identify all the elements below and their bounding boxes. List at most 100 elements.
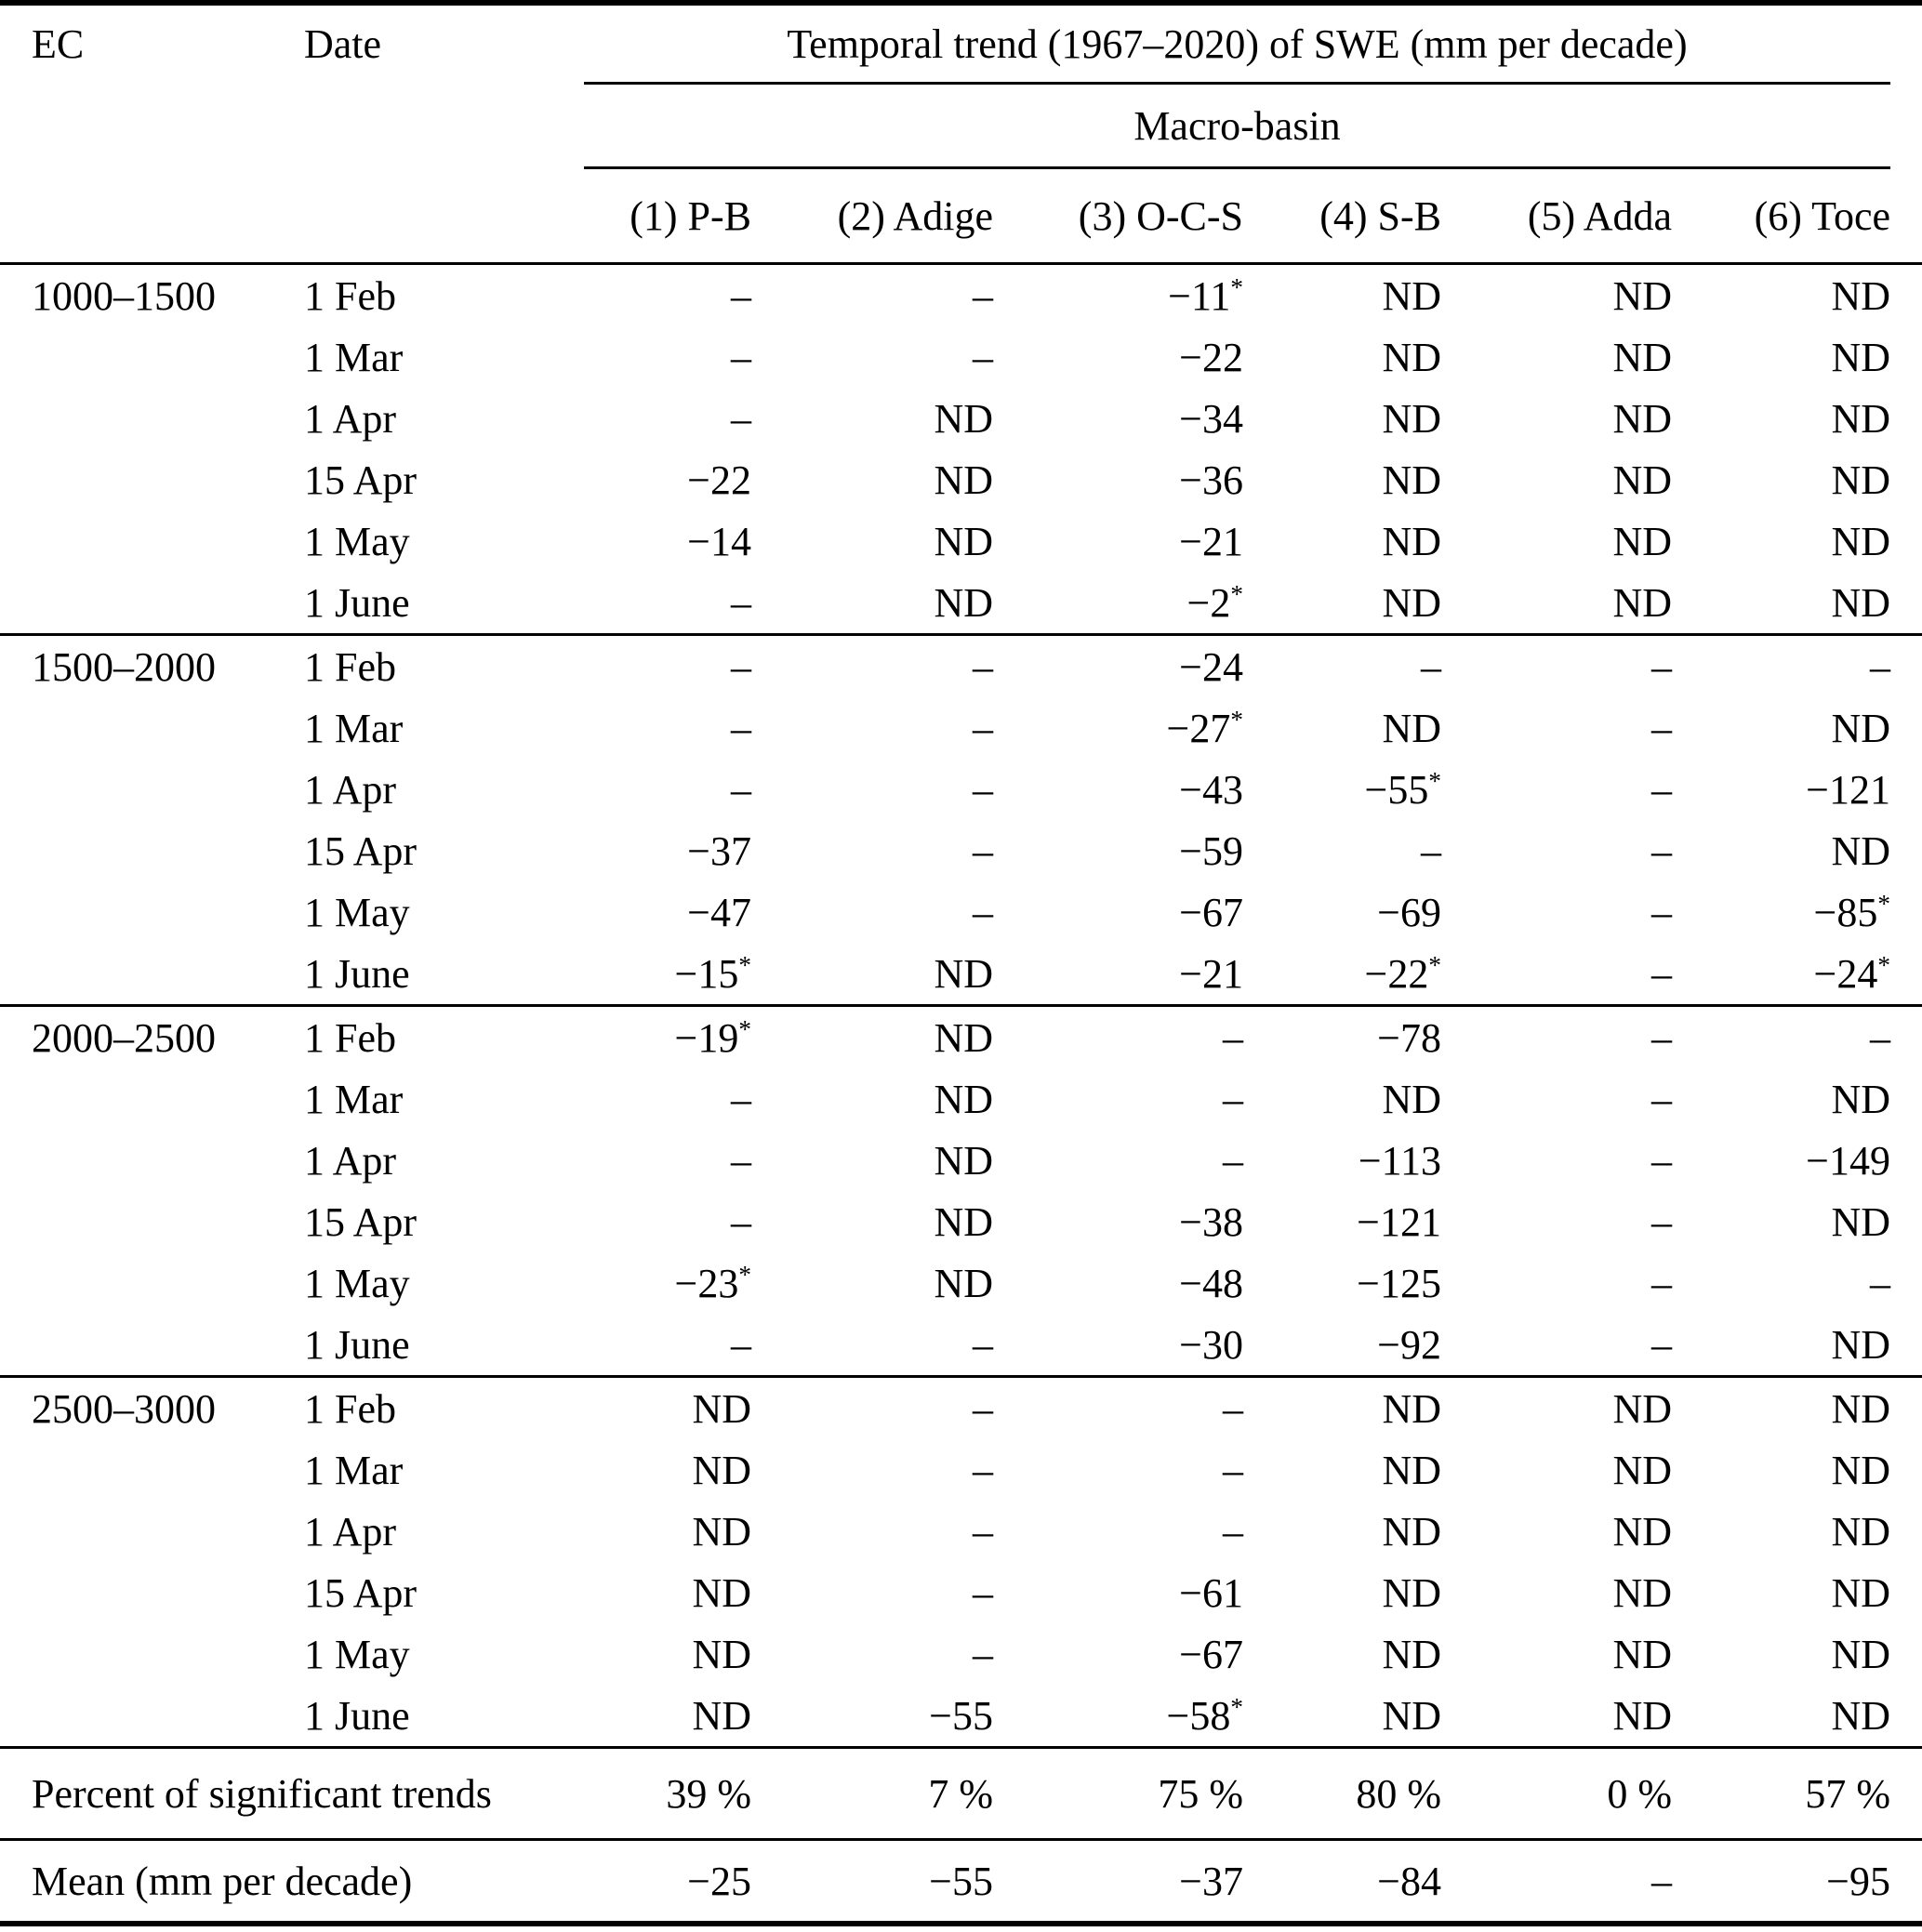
date-label: 15 Apr — [304, 1569, 417, 1616]
trend-value: ND — [1831, 579, 1890, 626]
trend-value: ND — [934, 457, 993, 503]
date-label: 1 June — [304, 1692, 410, 1739]
trend-value: ND — [1831, 1692, 1890, 1739]
trend-value: – — [1223, 1076, 1243, 1122]
trend-value: ND — [1382, 457, 1441, 503]
table-row: 1 June −15* ND −21 −22* – −24* — [0, 943, 1922, 1004]
table-row: 1 Mar – – −27* ND – ND — [0, 697, 1922, 759]
trend-value: ND — [934, 1076, 993, 1122]
trend-value: – — [1651, 1137, 1672, 1184]
trend-value: – — [1870, 1014, 1890, 1061]
trend-value: – — [1651, 950, 1672, 997]
trend-value: ND — [934, 579, 993, 626]
trend-value: ND — [1612, 1447, 1672, 1493]
trend-value: −125 — [1357, 1260, 1441, 1306]
trend-value: −23* — [674, 1260, 751, 1306]
date-label: 1 Mar — [304, 705, 404, 751]
trend-value: −55 — [929, 1692, 993, 1739]
trend-value: – — [1223, 1137, 1243, 1184]
trend-value: ND — [1612, 1569, 1672, 1616]
table-row: 2000–2500 1 Feb −19* ND – −78 – – — [0, 1007, 1922, 1068]
table-row: 1500–2000 1 Feb – – −24 – – – — [0, 636, 1922, 697]
trend-value: – — [1651, 766, 1672, 813]
trend-value: ND — [1612, 1508, 1672, 1555]
footer-divider — [0, 1746, 1922, 1749]
trend-value: – — [731, 705, 751, 751]
significance-asterisk: * — [1428, 766, 1441, 795]
trend-value: −92 — [1377, 1321, 1441, 1368]
trend-value: −37 — [687, 827, 751, 874]
trend-value: ND — [934, 1137, 993, 1184]
trend-value: – — [1651, 889, 1672, 935]
trend-value: – — [973, 1631, 993, 1677]
date-label: 15 Apr — [304, 1198, 417, 1245]
trend-value: ND — [1382, 1692, 1441, 1739]
percent-mean-divider — [0, 1838, 1922, 1841]
trend-value: – — [1651, 1198, 1672, 1245]
trend-value: ND — [1831, 1569, 1890, 1616]
trend-value: −11* — [1168, 272, 1243, 319]
basin-header-row: (1) P-B (2) Adige (3) O-C-S (4) S-B (5) … — [0, 169, 1922, 262]
trend-title-divider — [584, 82, 1890, 85]
trend-value: – — [1651, 705, 1672, 751]
trend-value: ND — [934, 950, 993, 997]
trend-value: ND — [1382, 1385, 1441, 1432]
mean-row-label: Mean (mm per decade) — [32, 1858, 413, 1904]
trend-value: −48 — [1179, 1260, 1243, 1306]
significance-asterisk: * — [1877, 889, 1890, 918]
trend-value: ND — [1831, 1385, 1890, 1432]
trend-value: – — [1651, 643, 1672, 690]
trend-value: −21 — [1179, 518, 1243, 564]
date-label: 15 Apr — [304, 827, 417, 874]
trend-value: −47 — [687, 889, 751, 935]
percent-value-adda: 0 % — [1607, 1770, 1672, 1817]
trend-value: −2* — [1186, 579, 1243, 626]
mean-value-adda: – — [1651, 1858, 1672, 1904]
top-rule — [0, 0, 1922, 6]
trend-title-divider-row — [0, 82, 1922, 85]
block-divider — [0, 1004, 1922, 1007]
trend-value: ND — [692, 1692, 751, 1739]
basin-header-sb: (4) S-B — [1319, 192, 1441, 239]
trend-value: −27* — [1166, 705, 1243, 751]
trend-value: ND — [1831, 272, 1890, 319]
trend-value: ND — [1612, 1385, 1672, 1432]
trend-value: – — [973, 1385, 993, 1432]
trend-value: ND — [934, 1198, 993, 1245]
trend-value: ND — [1831, 457, 1890, 503]
trend-value: −34 — [1179, 395, 1243, 442]
trend-value: – — [731, 272, 751, 319]
trend-value: – — [731, 395, 751, 442]
trend-value: – — [973, 1569, 993, 1616]
date-label: 1 Mar — [304, 1447, 404, 1493]
macro-basin-divider-row — [0, 166, 1922, 169]
trend-value: – — [1651, 1076, 1672, 1122]
table-row: 1 June – – −30 −92 – ND — [0, 1314, 1922, 1375]
date-label: 1 May — [304, 1260, 410, 1306]
date-label: 1 May — [304, 1631, 410, 1677]
trend-value: – — [973, 705, 993, 751]
table-row: 1 Apr – ND −34 ND ND ND — [0, 388, 1922, 449]
header-divider — [0, 262, 1922, 265]
trend-value: – — [1421, 827, 1441, 874]
trend-value: ND — [934, 1014, 993, 1061]
date-label: 1 June — [304, 1321, 410, 1368]
trend-value: – — [1651, 1321, 1672, 1368]
table-row: 1 Mar – ND – ND – ND — [0, 1068, 1922, 1130]
macro-basin-row: Macro-basin — [0, 85, 1922, 166]
date-label: 15 Apr — [304, 457, 417, 503]
significance-asterisk: * — [1230, 1692, 1243, 1721]
date-label: 1 June — [304, 950, 410, 997]
trend-value: −69 — [1377, 889, 1441, 935]
trend-value: −22 — [687, 457, 751, 503]
table-row: 15 Apr −22 ND −36 ND ND ND — [0, 449, 1922, 510]
table-row: 1 May −14 ND −21 ND ND ND — [0, 510, 1922, 572]
trend-value: −22 — [1179, 334, 1243, 380]
date-label: 1 Feb — [304, 1014, 396, 1061]
trend-value: −59 — [1179, 827, 1243, 874]
trend-value: −121 — [1357, 1198, 1441, 1245]
trend-value: – — [1651, 1014, 1672, 1061]
trend-value: – — [973, 766, 993, 813]
trend-value: – — [1223, 1508, 1243, 1555]
